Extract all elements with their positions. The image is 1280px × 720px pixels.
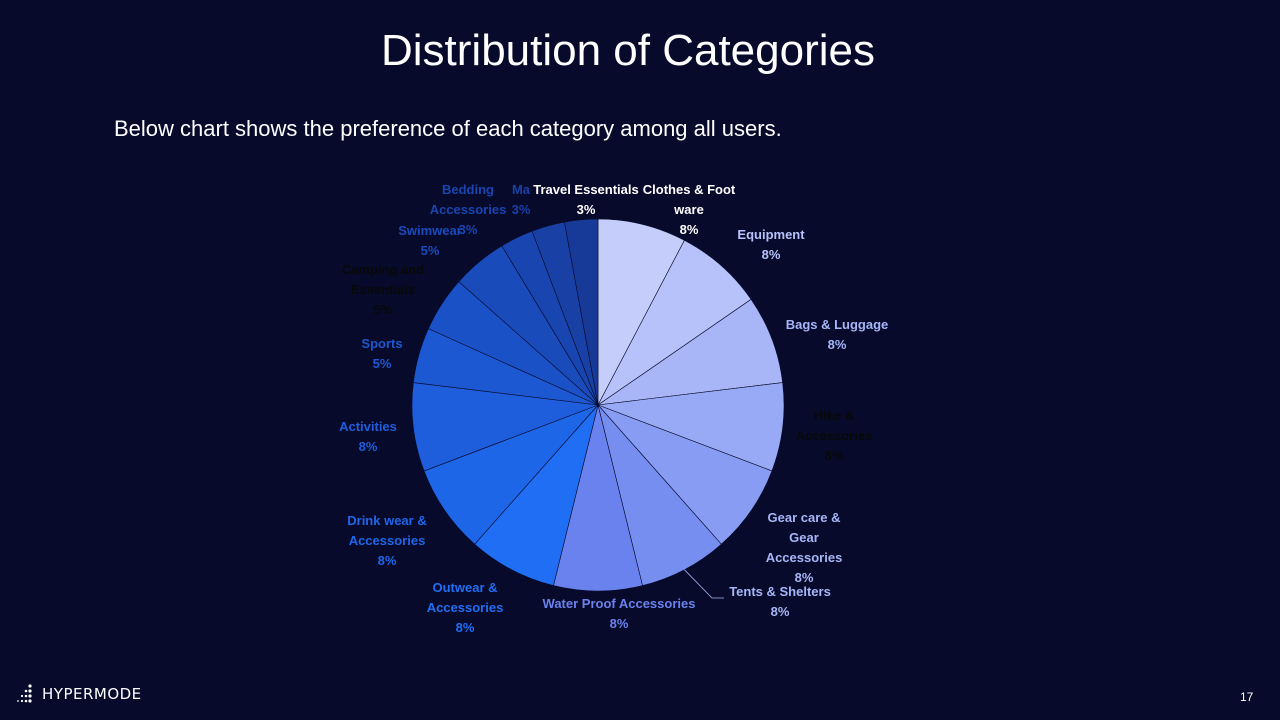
pie-slice xyxy=(564,218,599,406)
slice-label: Camping and Essentials 5% xyxy=(342,262,424,317)
slice-label: Travel Essentials 3% xyxy=(533,182,639,217)
brand-logo: HYPERMODE xyxy=(14,683,142,705)
leader-line xyxy=(684,569,724,599)
slice-label: Water Proof Accessories 8% xyxy=(543,596,696,631)
slice-label: Drink wear & Accessories 8% xyxy=(347,513,426,568)
brand-name: HYPERMODE xyxy=(42,685,142,703)
slice-label: Bedding Accessories 3% xyxy=(430,182,507,237)
hypermode-logo-icon xyxy=(17,684,32,703)
slice-label: Equipment 8% xyxy=(737,227,805,262)
slice-label: Hike & Accessories 8% xyxy=(796,408,873,463)
slice-label: Ma 3% xyxy=(512,182,531,217)
page-number: 17 xyxy=(1240,690,1254,704)
slice-label: Sports 5% xyxy=(361,336,402,371)
slice-label: Clothes & Foot ware 8% xyxy=(643,182,736,237)
slide-subtitle: Below chart shows the preference of each… xyxy=(114,116,782,141)
slice-label: Activities 8% xyxy=(339,419,397,454)
slice-label: Gear care & Gear Accessories 8% xyxy=(766,510,843,585)
slice-label: Bags & Luggage 8% xyxy=(786,317,889,352)
slice-label: Outwear & Accessories 8% xyxy=(427,580,504,635)
slice-label: Tents & Shelters 8% xyxy=(729,584,831,619)
slide-title: Distribution of Categories xyxy=(380,26,875,75)
slice-label: Swimwear 5% xyxy=(398,223,462,258)
